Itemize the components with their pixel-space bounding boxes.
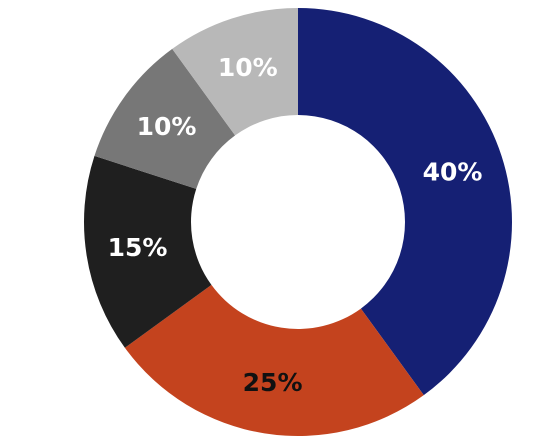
donut-slice-3 [94, 48, 236, 189]
slice-label-0: 40% [423, 157, 483, 186]
donut-slice-4 [172, 8, 298, 136]
slice-label-3: 10% [137, 112, 197, 141]
donut-slice-2 [84, 155, 212, 348]
donut-slice-0 [298, 8, 512, 396]
donut-slice-1 [124, 284, 424, 436]
slice-label-1: 25% [243, 368, 303, 397]
slice-label-4: 10% [218, 53, 278, 82]
slice-label-2: 15% [108, 233, 168, 262]
